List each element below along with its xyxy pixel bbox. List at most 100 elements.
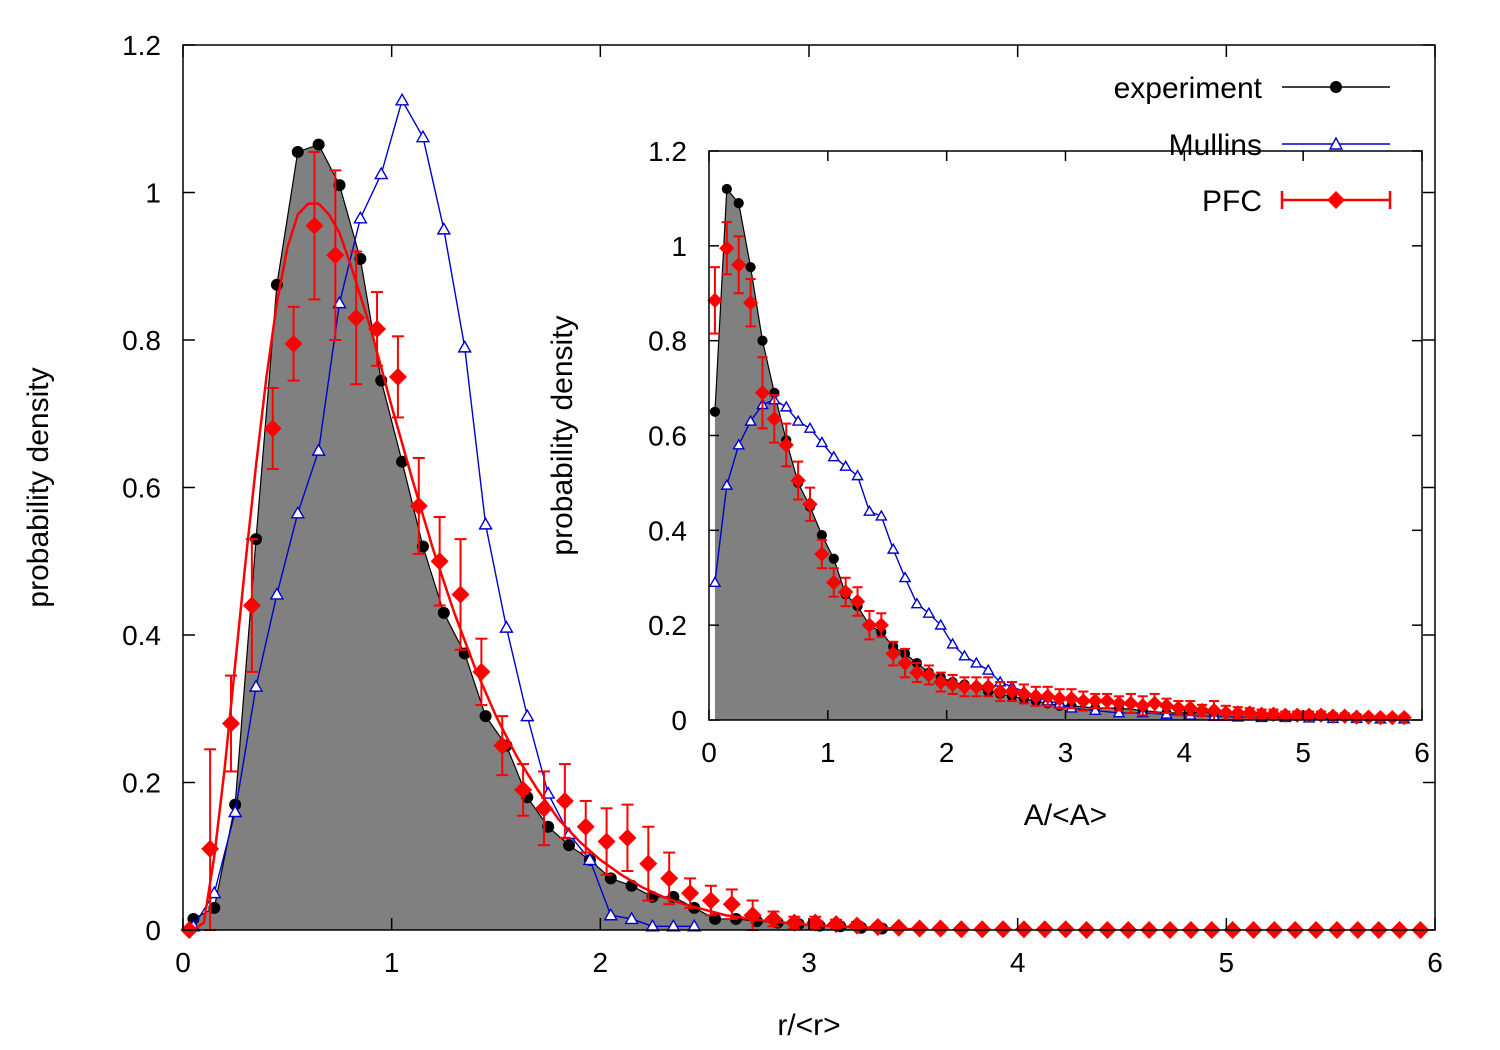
experiment-point: [333, 179, 346, 192]
mullins-point: [827, 450, 841, 462]
pfc-point: [514, 780, 533, 799]
y-tick-label: 1: [145, 178, 161, 209]
pfc-point: [1372, 709, 1389, 726]
pfc-point: [597, 832, 616, 851]
mullins-point: [311, 443, 326, 456]
pfc-point: [1016, 686, 1032, 702]
mullins-point: [863, 504, 876, 516]
pfc-point: [980, 679, 996, 695]
mullins-point: [436, 221, 452, 235]
pfc-point: [1384, 709, 1400, 726]
x-tick-label: 3: [1058, 737, 1074, 768]
legend-item-mullins: Mullins: [1169, 129, 1390, 162]
y-tick-label: 0.4: [648, 515, 687, 546]
mullins-point: [478, 516, 493, 530]
mullins-point: [875, 509, 888, 521]
pfc-point: [1087, 693, 1103, 709]
legend-triangle-marker: [1328, 136, 1344, 150]
pfc-point: [472, 662, 491, 681]
x-tick-label: 0: [175, 947, 191, 978]
pfc-point: [1182, 700, 1198, 716]
mullins-point: [269, 587, 285, 600]
mullins-point: [666, 918, 681, 932]
pfc-point: [1242, 705, 1258, 721]
pfc-point: [731, 257, 747, 273]
experiment-point: [437, 606, 450, 619]
pfc-point: [618, 828, 637, 847]
pfc-point: [931, 919, 950, 938]
pfc-point: [681, 884, 700, 903]
pfc-point: [326, 246, 345, 265]
x-tick-label: 4: [1177, 737, 1193, 768]
series-fit-curve: [192, 202, 914, 932]
pfc-point: [764, 909, 783, 928]
mullins-point: [1088, 704, 1102, 716]
pfc-point: [1146, 695, 1163, 712]
mullins-point: [687, 918, 702, 932]
mullins-point: [803, 421, 817, 433]
mullins-point: [540, 786, 556, 799]
y-tick-label: 0.8: [648, 326, 687, 357]
pfc-point: [944, 676, 961, 693]
pfc-point: [861, 617, 878, 633]
pfc-point: [897, 655, 913, 671]
mullins-point: [779, 400, 793, 412]
pfc-point: [722, 895, 741, 914]
pfc-point: [719, 240, 735, 256]
pfc-point: [576, 817, 595, 836]
experiment-point: [479, 710, 492, 723]
mullins-point: [374, 166, 389, 180]
mullins-point: [290, 505, 305, 519]
mullins-point: [582, 852, 598, 866]
legend-label: PFC: [1202, 185, 1262, 218]
mullins-point: [791, 414, 805, 426]
experiment-point: [816, 529, 827, 541]
legend-circle-marker: [1330, 81, 1342, 93]
mullins-point: [744, 414, 757, 426]
pfc-point: [921, 667, 937, 683]
pfc-point: [827, 915, 846, 934]
pfc-point: [660, 869, 679, 888]
pfc-point: [742, 295, 759, 311]
mullins-point: [332, 295, 347, 309]
experiment-point: [312, 138, 325, 151]
mullins-point: [415, 129, 431, 143]
pfc-point: [826, 574, 842, 591]
x-tick-label: 0: [701, 737, 717, 768]
legend-item-experiment: experiment: [1114, 72, 1390, 105]
mullins-point: [624, 911, 639, 925]
pfc-point: [707, 292, 723, 309]
fit-curve-line: [192, 202, 914, 932]
pfc-point: [242, 596, 261, 615]
legend-item-pfc: PFC: [1202, 185, 1392, 218]
pfc-point: [1063, 691, 1080, 707]
pfc-point: [1194, 702, 1210, 719]
experiment-point: [563, 839, 576, 852]
mullins-point: [708, 575, 722, 588]
mullins-point: [207, 885, 222, 899]
pfc-point: [1040, 688, 1056, 704]
pfc-point: [933, 674, 949, 690]
experiment-point: [416, 540, 429, 553]
legend-label: experiment: [1114, 72, 1263, 105]
pfc-point: [263, 419, 282, 438]
mullins-point: [886, 542, 900, 554]
pfc-point: [814, 546, 830, 562]
main-plot: 0 1 2 3 4 5 6 0 0.2 0.4 0.6 0.8 1 1.2 r/<r> probability…: [22, 30, 1443, 1042]
pfc-point: [909, 664, 925, 681]
y-tick-label: 1.2: [648, 136, 687, 167]
mullins-point: [910, 597, 924, 609]
y-tick-label: 1: [671, 231, 687, 262]
x-tick-label: 2: [939, 737, 955, 768]
y-tick-label: 0.8: [122, 325, 161, 356]
pfc-point: [1277, 707, 1293, 723]
experiment-point: [354, 252, 367, 265]
experiment-area: [193, 144, 883, 930]
pfc-point: [1111, 695, 1127, 712]
pfc-point: [778, 437, 794, 453]
mullins-point: [603, 907, 618, 921]
pfc-point: [873, 617, 889, 633]
pfc-point: [806, 913, 825, 932]
pfc-point: [347, 308, 366, 327]
